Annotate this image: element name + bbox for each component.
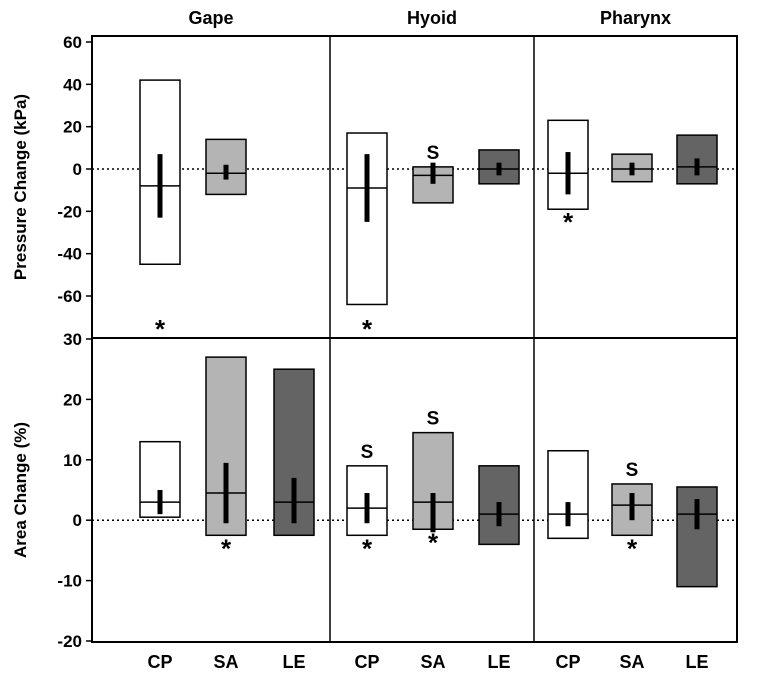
x-tick-label-sa: SA (420, 652, 445, 672)
y-tick-label: -20 (57, 202, 82, 221)
y-tick-label: 0 (73, 511, 82, 530)
y-axis-label: Pressure Change (kPa) (11, 94, 30, 280)
x-tick-label-sa: SA (619, 652, 644, 672)
x-tick-label-cp: CP (555, 652, 580, 672)
y-tick-label: -60 (57, 287, 82, 306)
x-tick-label-cp: CP (147, 652, 172, 672)
panel-title-gape: Gape (188, 8, 233, 28)
x-tick-label-le: LE (282, 652, 305, 672)
significance-label-s: S (626, 460, 639, 481)
significance-star: * (428, 527, 439, 557)
y-tick-label: 20 (63, 118, 82, 137)
y-axis-label: Area Change (%) (11, 422, 30, 558)
y-tick-label: 40 (63, 75, 82, 94)
y-tick-label: 20 (63, 390, 82, 409)
x-tick-label-le: LE (685, 652, 708, 672)
x-tick-label-cp: CP (354, 652, 379, 672)
significance-label-s: S (427, 143, 440, 164)
significance-star: * (627, 533, 638, 563)
y-tick-label: -10 (57, 572, 82, 591)
y-tick-label: -20 (57, 632, 82, 651)
x-tick-label-le: LE (487, 652, 510, 672)
panel-title-pharynx: Pharynx (600, 8, 671, 28)
x-tick-label-sa: SA (213, 652, 238, 672)
significance-label-s: S (427, 409, 440, 430)
significance-star: * (362, 533, 373, 563)
y-tick-label: 0 (73, 160, 82, 179)
y-tick-label: 30 (63, 330, 82, 349)
y-tick-label: -40 (57, 245, 82, 264)
significance-star: * (563, 207, 574, 237)
significance-star: * (155, 314, 166, 344)
significance-label-s: S (361, 442, 374, 463)
panel-title-hyoid: Hyoid (407, 8, 457, 28)
significance-star: * (362, 314, 373, 344)
significance-star: * (221, 533, 232, 563)
row-frame-1 (91, 337, 738, 643)
y-tick-label: 10 (63, 451, 82, 470)
y-tick-label: 60 (63, 33, 82, 52)
